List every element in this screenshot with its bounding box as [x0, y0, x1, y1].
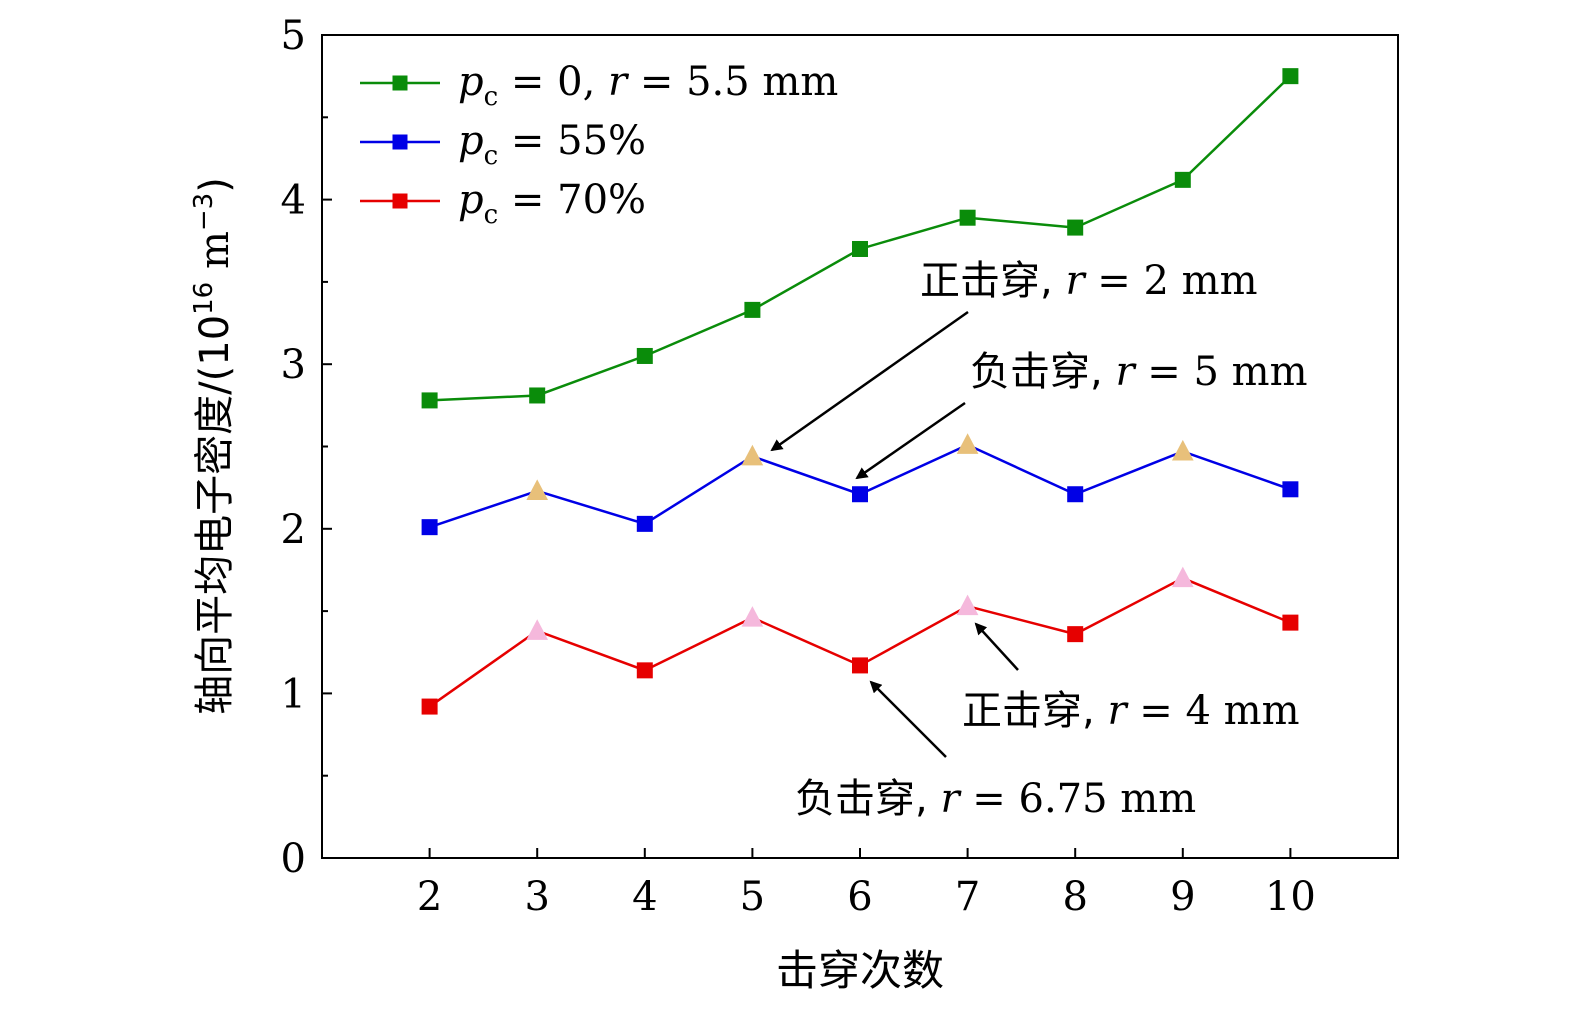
data-point-square: [636, 347, 653, 364]
x-tick-label: 9: [1170, 874, 1195, 920]
legend-text2: = 5.5 mm: [627, 59, 838, 105]
data-point-square: [636, 662, 653, 679]
x-tick-label: 2: [417, 874, 442, 920]
x-tick-label: 8: [1062, 874, 1087, 920]
data-point-square: [1174, 171, 1191, 188]
legend-entry-1: pc = 0, r = 5.5 mm: [360, 59, 838, 112]
legend-swatch-marker: [392, 193, 408, 209]
data-point-square: [636, 515, 653, 532]
legend-label: pc = 0, r = 5.5 mm: [458, 59, 838, 112]
series-1: [421, 68, 1299, 409]
legend-subscript: c: [484, 200, 499, 230]
legend-subscript: c: [484, 82, 499, 112]
annotation-arrow: [869, 680, 947, 758]
y-tick-label: 0: [281, 836, 306, 882]
x-tick-label: 6: [847, 874, 872, 920]
legend-entry-3: pc = 70%: [360, 177, 646, 230]
x-tick-label: 5: [740, 874, 765, 920]
y-tick-label: 4: [281, 178, 306, 224]
annotation-prefix: 负击穿,: [970, 349, 1115, 395]
legend-text: = 70%: [498, 177, 646, 223]
data-point-square: [529, 387, 546, 404]
data-point-triangle: [1171, 566, 1194, 588]
legend-subscript: c: [484, 141, 499, 171]
data-point-square: [959, 209, 976, 226]
data-point-square: [852, 240, 868, 257]
x-tick-label: 10: [1265, 874, 1316, 920]
data-point-square: [744, 301, 761, 318]
data-point-square: [421, 392, 438, 409]
annotation-suffix: = 4 mm: [1127, 688, 1300, 734]
annotation-prefix: 负击穿,: [795, 776, 940, 822]
data-point-square: [1067, 626, 1084, 643]
series-2: [421, 433, 1299, 536]
y-axis-label-close: ): [192, 177, 238, 193]
y-axis-label: 轴向平均电子密度/(1016 m−3): [189, 177, 238, 715]
annotation-suffix: = 6.75 mm: [960, 776, 1197, 822]
y-tick-label: 3: [281, 342, 306, 388]
data-point-square: [1067, 219, 1084, 236]
data-point-square: [852, 657, 868, 674]
data-point-square: [1282, 68, 1299, 85]
annotation-label: 负击穿, r = 6.75 mm: [795, 776, 1196, 822]
y-axis-label-exponent: 16: [189, 282, 219, 315]
data-point-square: [421, 519, 438, 536]
y-tick-label: 1: [281, 671, 306, 717]
data-point-triangle: [741, 606, 764, 627]
series-line: [429, 443, 1291, 529]
x-tick-label: 4: [632, 874, 657, 920]
annotation-positive-4mm: 正击穿, r = 4 mm: [962, 622, 1300, 734]
y-axis-label-unit-exponent: −3: [189, 193, 219, 231]
legend-var2: r: [608, 59, 630, 105]
annotation-var: r: [940, 776, 962, 822]
data-point-triangle: [956, 594, 979, 616]
annotation-label: 正击穿, r = 4 mm: [962, 688, 1300, 734]
data-point-square: [852, 486, 868, 503]
data-point-triangle: [956, 433, 979, 454]
data-point-triangle: [1171, 439, 1194, 461]
y-axis-label-main: 轴向平均电子密度/(10: [192, 315, 238, 715]
data-point-square: [1282, 481, 1299, 498]
annotation-label: 负击穿, r = 5 mm: [970, 349, 1308, 395]
data-point-square: [1282, 614, 1299, 631]
annotation-suffix: = 5 mm: [1135, 349, 1308, 395]
legend-text: = 0,: [498, 59, 608, 105]
data-point-triangle: [741, 444, 764, 466]
legend-entry-2: pc = 55%: [360, 118, 646, 171]
data-point-square: [421, 698, 438, 715]
annotation-prefix: 正击穿,: [920, 258, 1065, 304]
annotation-arrow: [974, 622, 1019, 671]
legend-swatch-marker: [392, 134, 408, 150]
annotation-var: r: [1115, 349, 1137, 395]
legend-text: = 55%: [498, 118, 646, 164]
legend-var: p: [458, 118, 484, 164]
data-point-square: [1067, 486, 1084, 503]
annotation-negative-5mm: 负击穿, r = 5 mm: [855, 349, 1308, 480]
x-tick-label: 7: [955, 874, 980, 920]
annotation-label: 正击穿, r = 2 mm: [920, 258, 1258, 304]
annotation-var: r: [1065, 258, 1087, 304]
y-tick-label: 5: [281, 13, 306, 59]
y-tick-label: 2: [281, 507, 306, 553]
annotation-arrow: [770, 310, 969, 452]
legend-label: pc = 70%: [458, 177, 646, 230]
annotation-negative-675mm: 负击穿, r = 6.75 mm: [795, 680, 1196, 822]
x-tick-label: 3: [524, 874, 549, 920]
legend-label: pc = 55%: [458, 118, 646, 171]
y-axis-label-unit: m: [192, 231, 238, 282]
series-3: [421, 566, 1299, 715]
legend-var: p: [458, 59, 484, 105]
x-axis-label: 击穿次数: [776, 946, 944, 995]
data-point-triangle: [526, 479, 549, 500]
annotation-suffix: = 2 mm: [1085, 258, 1258, 304]
data-point-triangle: [526, 619, 549, 640]
annotation-positive-2mm: 正击穿, r = 2 mm: [770, 258, 1258, 452]
annotation-var: r: [1107, 688, 1129, 734]
annotation-prefix: 正击穿,: [962, 688, 1107, 734]
legend-var: p: [458, 177, 484, 223]
annotation-arrow: [855, 401, 966, 480]
legend-swatch-marker: [392, 75, 408, 91]
